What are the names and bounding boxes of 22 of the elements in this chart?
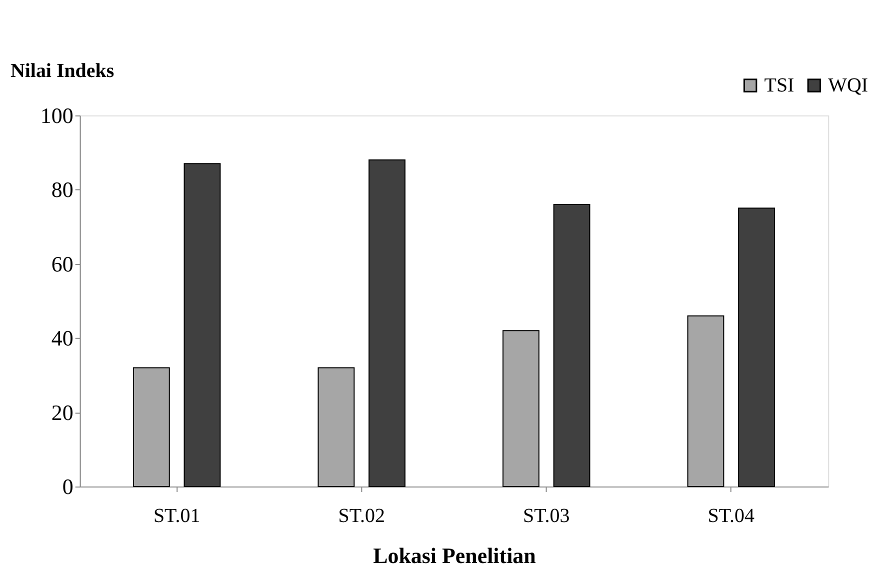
bar: [553, 204, 590, 488]
y-tick-label: 80: [51, 177, 74, 202]
y-tick-label: 20: [51, 400, 74, 425]
x-tick-label: ST.02: [338, 504, 385, 527]
bar: [502, 330, 540, 488]
y-axis-title: Nilai Indeks: [10, 60, 114, 82]
x-tick-label: ST.03: [523, 504, 570, 527]
bar: [132, 367, 170, 488]
y-tick-label: 0: [62, 474, 74, 500]
y-tick-label: 60: [51, 251, 74, 276]
bar: [687, 315, 724, 488]
y-tick-label: 40: [51, 326, 74, 351]
bar: [184, 163, 221, 488]
bar: [738, 208, 775, 488]
bar: [368, 159, 406, 488]
bar: [318, 367, 355, 488]
y-tick-label: 100: [40, 102, 74, 128]
legend-label: WQI: [828, 74, 868, 96]
x-tick-label: ST.04: [708, 504, 755, 527]
x-tick-label: ST.01: [153, 504, 200, 527]
x-axis-title: Lokasi Penelitian: [373, 542, 536, 568]
legend-label: TSI: [764, 74, 794, 96]
